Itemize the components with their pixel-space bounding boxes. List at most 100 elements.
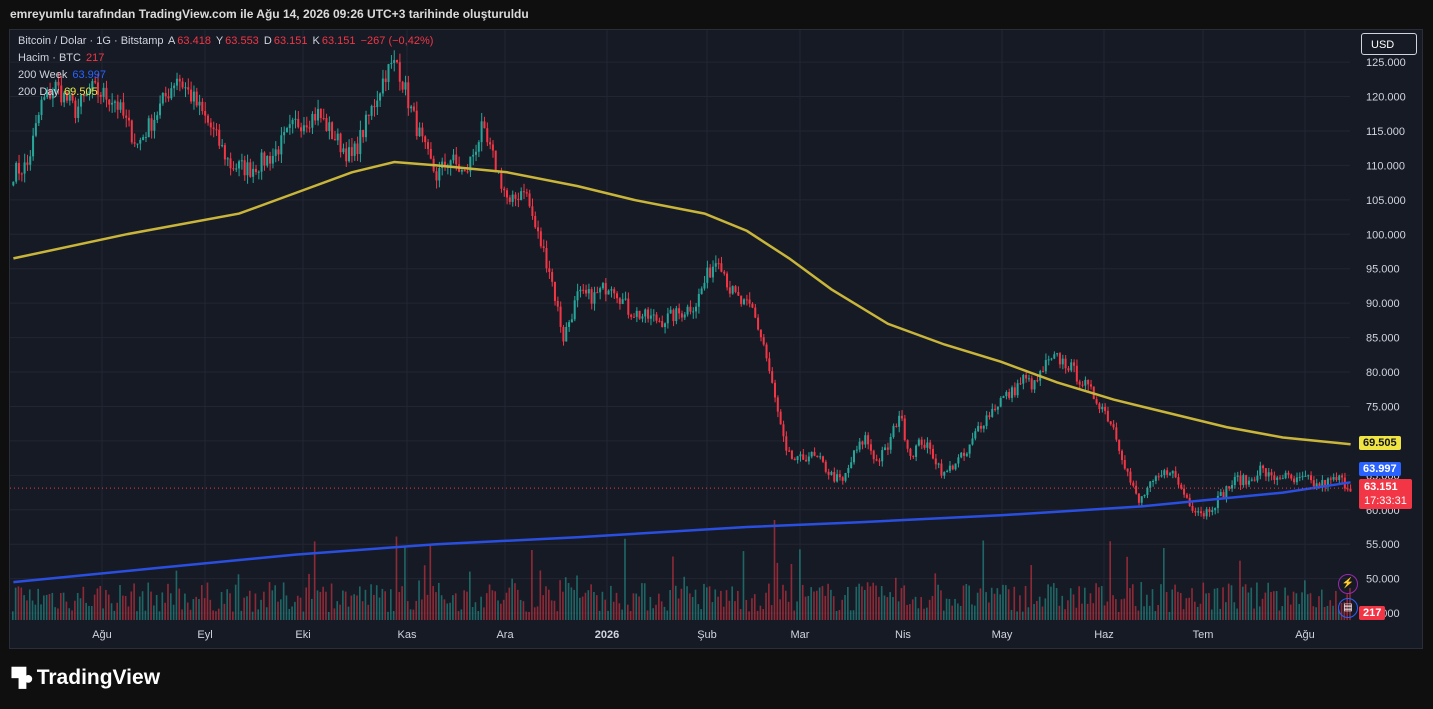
- candle-body: [841, 477, 844, 481]
- volume-bar: [23, 595, 25, 620]
- candle-body: [906, 440, 909, 449]
- candle-body: [720, 263, 723, 272]
- volume-bar: [990, 587, 993, 620]
- candle-body: [1123, 460, 1126, 469]
- candle-body: [150, 118, 153, 131]
- volume-bar: [51, 592, 54, 620]
- candle-body: [243, 160, 246, 176]
- volume-bar: [920, 597, 922, 620]
- volume-bar: [265, 607, 268, 620]
- us-flag-icon[interactable]: ▤: [1338, 598, 1358, 618]
- candle-body: [545, 247, 548, 269]
- volume-bar: [1332, 605, 1334, 620]
- symbol-legend[interactable]: Bitcoin / Dolar · 1G · Bitstamp A 63.418 …: [18, 35, 435, 47]
- volume-bar: [395, 536, 398, 620]
- candle-body: [269, 156, 272, 164]
- y-tick-label: 120.000: [1366, 92, 1406, 104]
- candle-body: [370, 106, 373, 116]
- candle-body: [1290, 474, 1293, 479]
- candle-body: [559, 306, 562, 327]
- volume-bar: [195, 596, 197, 620]
- candle-body: [1146, 487, 1149, 495]
- volume-bar: [629, 610, 632, 620]
- candle-body: [785, 436, 788, 451]
- volume-bar: [1225, 602, 1227, 620]
- volume-bar: [787, 601, 790, 620]
- candle-body: [1168, 473, 1171, 475]
- ohlc-open-label: A: [167, 35, 176, 47]
- volume-bar: [1061, 595, 1064, 620]
- x-tick-label: Ara: [496, 629, 514, 641]
- candle-body: [771, 371, 774, 383]
- volume-bar: [1284, 587, 1286, 620]
- volume-bar: [26, 600, 28, 620]
- volume-bar: [466, 591, 468, 620]
- lightning-icon[interactable]: ⚡: [1338, 574, 1358, 594]
- volume-bar: [116, 602, 118, 620]
- volume-bar: [531, 550, 533, 620]
- candle-body: [435, 171, 438, 181]
- volume-bar: [807, 595, 810, 620]
- volume-bar: [229, 593, 231, 620]
- volume-bar: [508, 587, 511, 620]
- candle-body: [686, 306, 689, 315]
- candle-body: [91, 81, 94, 92]
- y-tick-label: 125.000: [1366, 57, 1406, 69]
- chart-canvas[interactable]: 45.00050.00055.00060.00065.00070.00075.0…: [10, 30, 1423, 649]
- candle-body: [257, 171, 260, 173]
- candle-body: [934, 458, 937, 465]
- volume-bar: [728, 600, 731, 620]
- candle-body: [1256, 475, 1259, 481]
- volume-bar: [878, 596, 880, 620]
- currency-button[interactable]: USD: [1361, 33, 1417, 55]
- candle-body: [1058, 353, 1061, 365]
- candle-body: [195, 91, 198, 106]
- candle-body: [156, 115, 159, 120]
- candle-body: [765, 344, 768, 359]
- volume-bar: [1335, 590, 1337, 620]
- candle-body: [469, 156, 472, 172]
- volume-bar: [1165, 592, 1168, 620]
- volume-bar: [720, 590, 722, 620]
- volume-bar: [779, 599, 781, 620]
- ma-week-legend[interactable]: 200 Week 63.997: [18, 69, 108, 81]
- symbol-label[interactable]: Bitcoin / Dolar · 1G · Bitstamp: [18, 35, 164, 47]
- chart-panel[interactable]: 45.00050.00055.00060.00065.00070.00075.0…: [9, 29, 1423, 649]
- volume-bar: [460, 609, 463, 620]
- candle-body: [709, 267, 712, 278]
- candle-body: [1236, 475, 1239, 477]
- candle-body: [1120, 450, 1123, 461]
- volume-bar: [982, 540, 985, 620]
- candle-body: [376, 100, 379, 108]
- candle-body: [489, 142, 492, 145]
- volume-bar: [28, 589, 31, 620]
- candle-body: [517, 198, 520, 201]
- volume-bar: [1160, 584, 1162, 620]
- volume-bar: [753, 594, 756, 620]
- candle-body: [34, 123, 37, 136]
- volume-bar: [951, 605, 954, 620]
- candle-body: [68, 94, 71, 101]
- candle-body: [852, 450, 855, 463]
- candle-body: [277, 149, 280, 155]
- candle-body: [294, 118, 297, 120]
- volume-bar: [830, 589, 832, 620]
- candle-body: [1338, 475, 1341, 481]
- candle-body: [460, 170, 463, 172]
- volume-bar: [894, 577, 897, 620]
- candle-body: [1154, 476, 1157, 481]
- ma-day-legend[interactable]: 200 Day 69.505: [18, 86, 100, 98]
- volume-bar: [869, 586, 872, 620]
- volume-bar: [500, 603, 502, 620]
- volume-bar: [175, 570, 178, 620]
- volume-legend[interactable]: Hacim · BTC 217: [18, 52, 106, 64]
- candle-body: [666, 313, 669, 324]
- candle-body: [1019, 383, 1022, 385]
- volume-bar: [1233, 602, 1236, 620]
- candle-body: [649, 315, 652, 319]
- volume-bar: [714, 589, 717, 620]
- volume-bar: [782, 584, 784, 620]
- volume-bar: [1024, 585, 1027, 620]
- candle-body: [548, 268, 551, 273]
- volume-bar: [184, 593, 186, 620]
